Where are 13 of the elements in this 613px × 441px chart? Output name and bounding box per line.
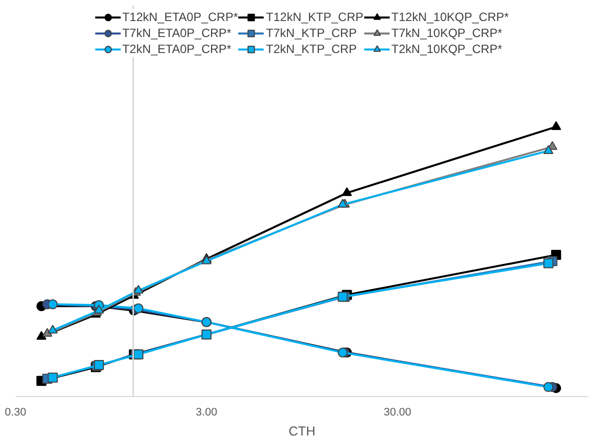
x-tick-label: 0.30 [4, 406, 26, 418]
legend-label: T2kN_ETA0P_CRP* [122, 41, 232, 57]
legend-label: T7kN_KTP_CRP [266, 25, 357, 41]
legend-label: T12kN_ETA0P_CRP* [122, 9, 238, 25]
legend-label: T12kN_KTP_CRP [266, 9, 364, 25]
legend-label: T7kN_ETA0P_CRP* [122, 25, 232, 41]
legend-label: T12kN_10KQP_CRP* [391, 9, 509, 25]
legend-label: T2kN_10KQP_CRP* [391, 41, 502, 57]
x-tick-label: 30.00 [384, 406, 412, 418]
x-tick-label: 3.00 [196, 406, 218, 418]
legend-label: T7kN_10KQP_CRP* [391, 25, 502, 41]
legend-label: T2kN_KTP_CRP [266, 41, 357, 57]
x-axis-title: CTH [288, 424, 316, 438]
